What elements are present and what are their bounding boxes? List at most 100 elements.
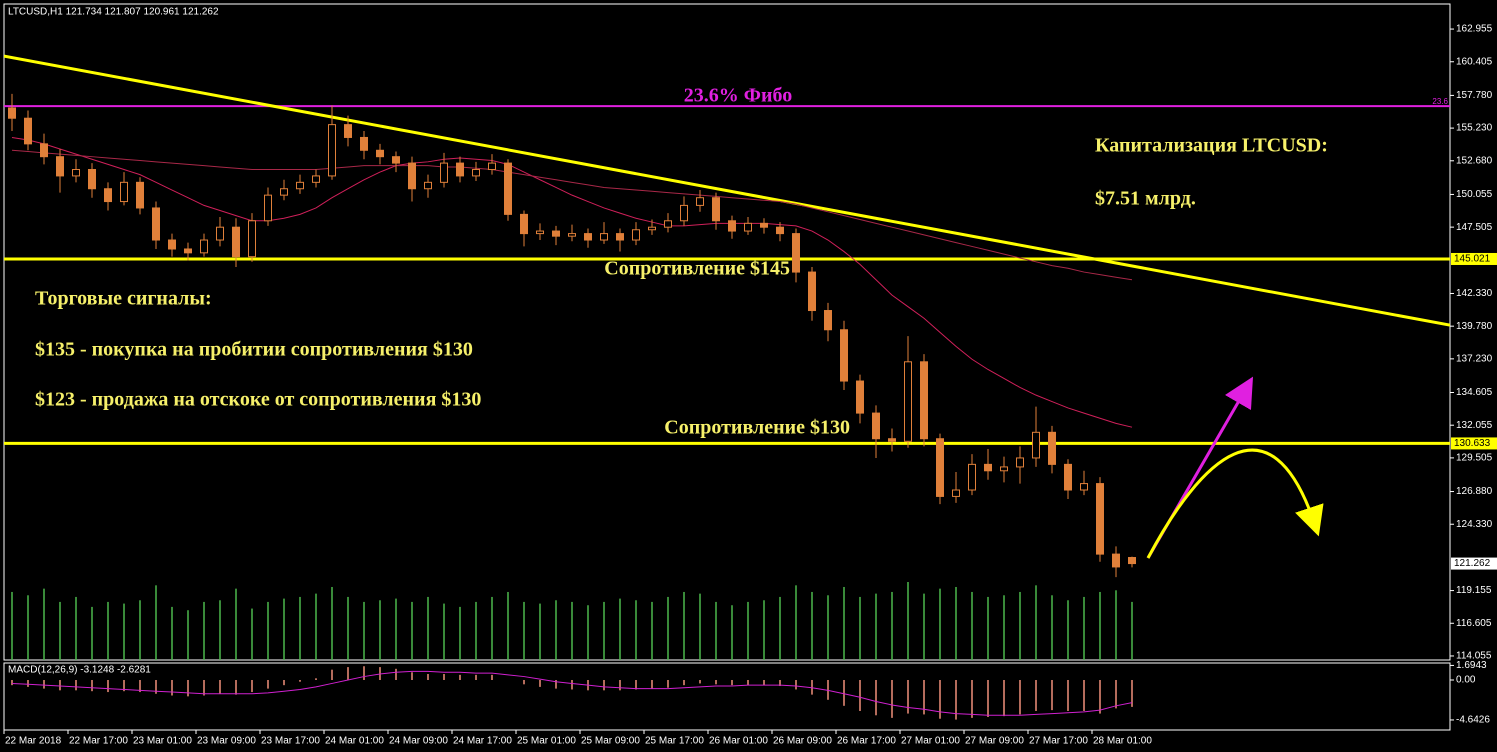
candle-body (824, 310, 832, 331)
main-frame (3, 3, 1451, 661)
y-tick-label: 157.780 (1456, 90, 1493, 101)
y-tick-label: 139.780 (1456, 321, 1493, 332)
candle-body (792, 233, 800, 273)
candle-body (408, 162, 416, 190)
candle-body (872, 412, 880, 440)
candle-body (392, 156, 400, 164)
x-tick-label: 24 Mar 09:00 (389, 736, 448, 747)
candle-body (712, 197, 720, 222)
candle-body (376, 149, 384, 158)
candle-body (56, 156, 64, 177)
signal-buy: $135 - покупка на пробитии сопротивления… (35, 339, 473, 361)
candle-body (1032, 431, 1040, 459)
moving-average (11, 136, 1133, 428)
cap-value: $7.51 млрд. (1095, 188, 1196, 210)
candle-body (168, 239, 176, 250)
candle-body (968, 463, 976, 491)
candle-body (728, 220, 736, 232)
macd-tick-label: -4.6426 (1456, 715, 1490, 726)
candle-body (904, 361, 912, 442)
candle-body (664, 220, 672, 228)
x-tick-label: 22 Mar 2018 (5, 736, 62, 747)
macd-tick-label: 0.00 (1456, 675, 1476, 686)
x-tick-label: 26 Mar 01:00 (709, 736, 768, 747)
candle-body (552, 230, 560, 237)
y-tick-label: 142.330 (1456, 288, 1493, 299)
macd-title: MACD(12,26,9) -3.1248 -2.6281 (8, 665, 151, 676)
candle-body (296, 181, 304, 190)
level-tag-label: 130.633 (1454, 438, 1491, 449)
candle-body (248, 220, 256, 258)
candle-body (760, 222, 768, 228)
x-tick-label: 26 Mar 09:00 (773, 736, 832, 747)
macd-signal (11, 670, 1133, 716)
x-tick-label: 23 Mar 17:00 (261, 736, 320, 747)
y-tick-label: 152.680 (1456, 155, 1493, 166)
signal-sell: $123 - продажа на отскоке от сопротивлен… (35, 389, 481, 411)
x-tick-label: 27 Mar 17:00 (1029, 736, 1088, 747)
x-tick-label: 25 Mar 09:00 (581, 736, 640, 747)
candle-body (1064, 463, 1072, 491)
candle-body (1112, 553, 1120, 568)
y-tick-label: 132.055 (1456, 420, 1493, 431)
candle-body (888, 438, 896, 442)
level-tag (1451, 437, 1497, 450)
price-tag (1451, 557, 1497, 570)
y-tick-label: 114.055 (1456, 651, 1492, 662)
candle-body (8, 107, 16, 119)
candle-body (616, 233, 624, 241)
y-tick-label: 155.230 (1456, 123, 1493, 134)
candle-body (1000, 466, 1008, 472)
y-tick-label: 134.605 (1456, 387, 1493, 398)
candle-body (312, 175, 320, 183)
y-tick-label: 119.155 (1456, 585, 1492, 596)
candle-body (520, 213, 528, 235)
candle-body (424, 181, 432, 190)
candle-body (952, 489, 960, 497)
x-tick-label: 23 Mar 09:00 (197, 736, 256, 747)
y-tick-label: 126.880 (1456, 486, 1493, 497)
candle-body (696, 197, 704, 206)
resistance-label: Сопротивление $130 (664, 417, 850, 439)
x-tick-label: 24 Mar 01:00 (325, 736, 384, 747)
candle-body (568, 233, 576, 237)
candle-body (584, 233, 592, 241)
x-tick-label: 27 Mar 01:00 (901, 736, 960, 747)
y-tick-label: 124.330 (1456, 519, 1493, 530)
candle-body (120, 181, 128, 203)
main-panel (4, 54, 1450, 660)
y-tick-label: 147.505 (1456, 222, 1493, 233)
candle-body (472, 169, 480, 177)
candle-body (88, 169, 96, 190)
price-tag-label: 121.262 (1454, 558, 1491, 569)
arrow-curve (1146, 448, 1324, 559)
y-tick-label: 160.405 (1456, 56, 1493, 67)
candle-body (40, 143, 48, 158)
signals-title: Торговые сигналы: (35, 288, 212, 310)
x-tick-label: 24 Mar 17:00 (453, 736, 512, 747)
candle-body (1128, 557, 1136, 565)
candle-body (152, 207, 160, 241)
y-tick-label: 162.955 (1456, 24, 1493, 35)
y-tick-label: 129.505 (1456, 453, 1493, 464)
candle-body (1016, 457, 1024, 468)
candle-body (648, 226, 656, 231)
candle-body (504, 162, 512, 215)
x-tick-label: 22 Mar 17:00 (69, 736, 128, 747)
candle-body (184, 248, 192, 254)
candle-body (24, 117, 32, 145)
candle-body (280, 188, 288, 196)
macd-frame (3, 662, 1451, 731)
cap-label: Капитализация LTCUSD: (1095, 135, 1328, 157)
resistance-label: Сопротивление $145 (604, 258, 790, 280)
x-tick-label: 26 Mar 17:00 (837, 736, 896, 747)
candle-body (600, 233, 608, 241)
candle-body (1096, 483, 1104, 555)
candle-body (632, 229, 640, 241)
y-tick-label: 137.230 (1456, 353, 1493, 364)
candle-body (920, 361, 928, 440)
candle-body (536, 230, 544, 235)
x-tick-label: 23 Mar 01:00 (133, 736, 192, 747)
macd-tick-label: 1.6943 (1456, 660, 1487, 671)
